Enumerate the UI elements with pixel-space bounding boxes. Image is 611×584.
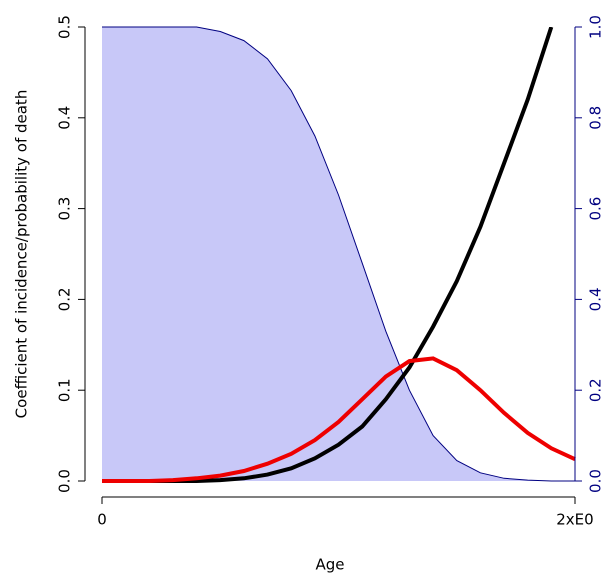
y2-tick-label: 1.0	[587, 15, 605, 39]
y2-tick-label: 0.2	[587, 378, 605, 402]
y2-tick-label: 0.6	[587, 197, 605, 221]
y2-tick-label: 0.8	[587, 106, 605, 130]
y-axis-label: Coefficient of incidence/probability of …	[13, 90, 31, 419]
y-tick-label: 0.5	[56, 15, 74, 39]
y-tick-label: 0.4	[56, 106, 74, 130]
y-tick-label: 0.2	[56, 287, 74, 311]
y-tick-label: 0.3	[56, 197, 74, 221]
area-outline	[102, 26, 575, 482]
y2-tick-label: 0.0	[587, 469, 605, 493]
area	[102, 27, 575, 481]
y-tick-label: 0.1	[56, 378, 74, 402]
y-tick-label: 0.0	[56, 469, 74, 493]
line	[102, 356, 576, 483]
y2-tick-label: 0.4	[587, 287, 605, 311]
x-tick-label: 0	[97, 511, 107, 529]
x-tick-label: 2xE0	[556, 511, 593, 529]
x-axis-label: Age	[315, 556, 344, 574]
